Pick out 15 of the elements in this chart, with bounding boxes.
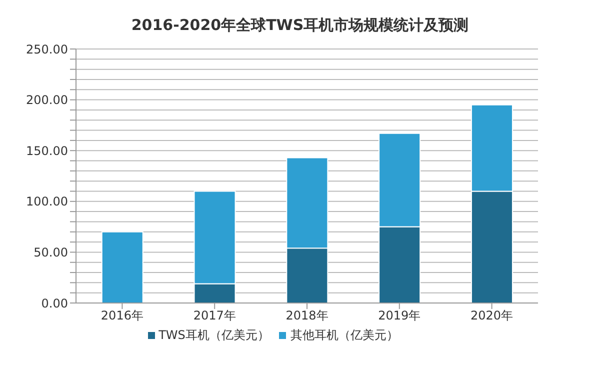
y-tick-label: 150.00 xyxy=(26,144,68,158)
y-tick-label: 100.00 xyxy=(26,194,68,209)
y-tick-label: 200.00 xyxy=(26,93,68,108)
bar xyxy=(101,231,144,303)
x-tick-label: 2017年 xyxy=(193,308,236,323)
chart-title: 2016-2020年全球TWS耳机市场规模统计及预测 xyxy=(130,15,470,36)
y-tick-label: 50.00 xyxy=(34,245,68,260)
x-tick-label: 2018年 xyxy=(286,308,328,323)
y-tick-label: 250.00 xyxy=(26,42,68,56)
legend-label: 其他耳机（亿美元） xyxy=(290,328,398,342)
y-tick-label: 0.00 xyxy=(41,296,68,310)
legend-label: TWS耳机（亿美元） xyxy=(158,328,270,342)
x-tick-label: 2019年 xyxy=(378,308,421,323)
x-tick-label: 2016年 xyxy=(100,308,144,323)
x-tick-label: 2020年 xyxy=(470,308,514,323)
